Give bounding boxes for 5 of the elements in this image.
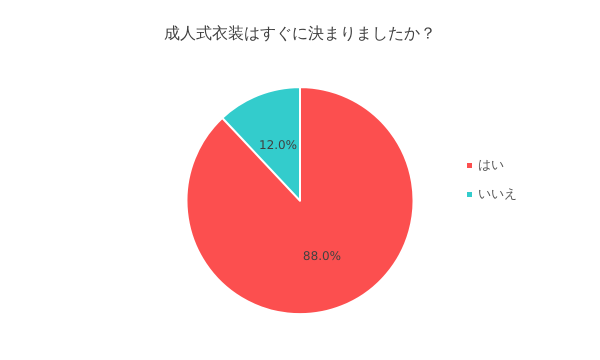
legend-label: はい	[478, 158, 504, 173]
data-label: 88.0%	[302, 249, 342, 264]
chart-title: 成人式衣装はすぐに決まりましたか？	[164, 24, 436, 42]
legend-label: いいえ	[478, 187, 517, 202]
data-label: 12.0%	[258, 138, 298, 152]
